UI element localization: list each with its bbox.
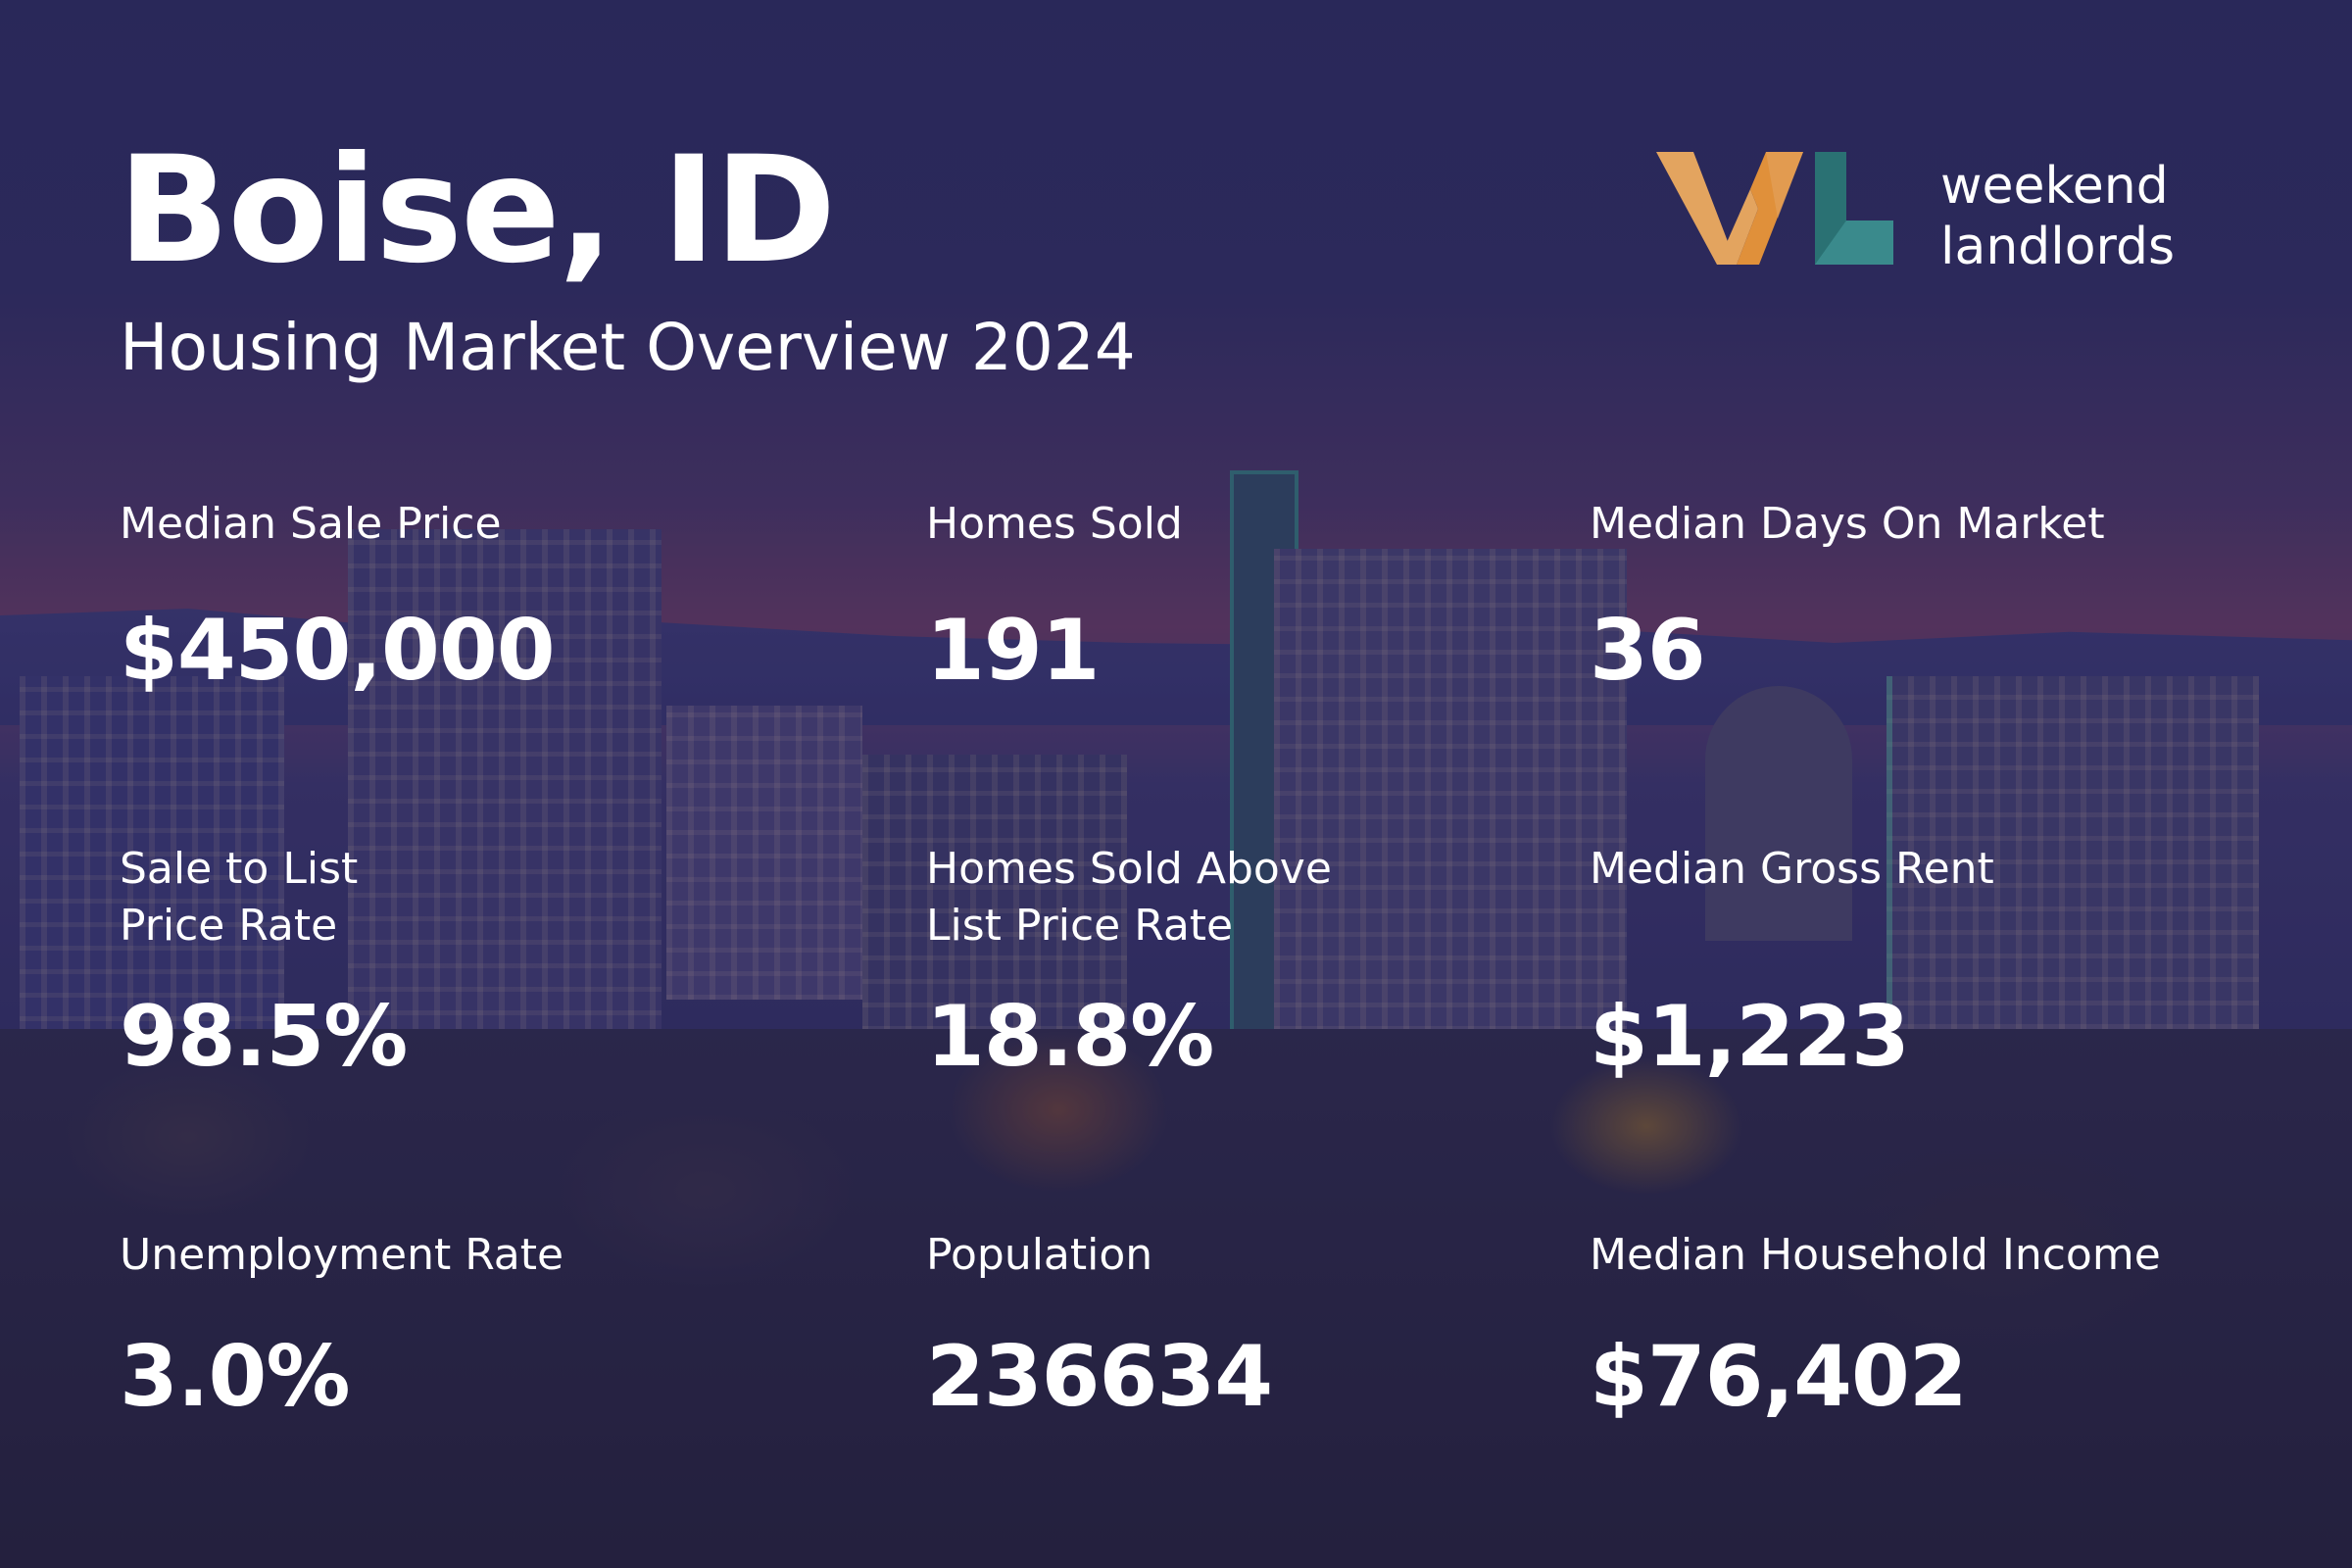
stat-value: 36 [1590,602,1706,700]
stat-label: Median Sale Price [120,499,502,549]
stat-label: Median Days On Market [1590,499,2105,549]
stat-median-gross-rent: Median Gross Rent $1,223 [1590,841,1994,1079]
stat-value: $450,000 [120,602,556,700]
stat-median-days-on-market: Median Days On Market 36 [1590,496,2105,693]
stat-label: Population [926,1230,1153,1280]
brand-name-line1: weekend [1940,157,2169,216]
page-subtitle: Housing Market Overview 2024 [120,310,1136,385]
stat-value: 18.8% [926,988,1214,1086]
background-building [666,706,862,1000]
stat-value: $76,402 [1590,1328,1968,1426]
stat-unemployment-rate: Unemployment Rate 3.0% [120,1227,564,1419]
background-trees [0,1029,2352,1568]
brand-name-line2: landlords [1940,218,2176,276]
stat-value: 236634 [926,1328,1273,1426]
stat-label: Unemployment Rate [120,1230,564,1280]
background-building [20,676,284,1068]
stat-label: Sale to List Price Rate [120,844,359,951]
stat-value: 3.0% [120,1328,351,1426]
background-capitol-dome [1705,686,1852,941]
stat-median-sale-price: Median Sale Price $450,000 [120,496,556,693]
stat-value: $1,223 [1590,988,1910,1086]
stat-value: 98.5% [120,988,408,1086]
page-title: Boise, ID [118,125,836,296]
stat-median-household-income: Median Household Income $76,402 [1590,1227,2161,1419]
stat-value: 191 [926,602,1101,700]
stat-label: Median Gross Rent [1590,844,1994,894]
brand-logo: weekend landlords [1656,152,2205,279]
stat-sale-to-list-price-rate: Sale to List Price Rate 98.5% [120,841,408,1079]
stat-homes-sold: Homes Sold 191 [926,496,1183,693]
stat-population: Population 236634 [926,1227,1273,1419]
background-building [862,755,1127,1078]
stat-label: Median Household Income [1590,1230,2161,1280]
stat-label: Homes Sold [926,499,1183,549]
stat-homes-sold-above-list: Homes Sold Above List Price Rate 18.8% [926,841,1332,1079]
background-building [348,529,662,1039]
brand-name: weekend landlords [1940,156,2175,277]
background-building [1274,549,1627,1078]
wl-logo-icon [1656,152,1893,265]
stat-label: Homes Sold Above List Price Rate [926,844,1332,951]
background-building [1886,676,2259,1029]
